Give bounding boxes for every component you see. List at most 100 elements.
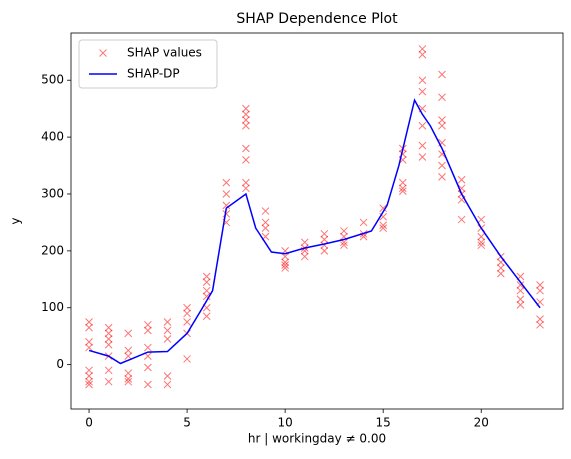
scatter-point [104, 366, 113, 375]
legend-label: SHAP values [127, 46, 202, 60]
scatter-point [516, 301, 525, 309]
scatter-point [222, 201, 231, 210]
scatter-point [144, 363, 152, 372]
scatter-point [496, 264, 505, 272]
scatter-point [496, 269, 505, 278]
scatter-point [222, 210, 231, 218]
scatter-point [85, 318, 93, 326]
scatter-point [418, 45, 427, 53]
scatter-point [418, 121, 427, 130]
scatter-point [536, 286, 544, 295]
scatter-point [438, 161, 446, 170]
scatter-point [379, 224, 388, 232]
scatter-point [261, 207, 270, 215]
scatter-point [477, 238, 486, 247]
scatter-point [222, 178, 231, 187]
scatter-point [281, 261, 289, 269]
scatter-point [124, 352, 133, 360]
scatter-point [85, 323, 93, 332]
scatter-point [438, 173, 446, 181]
scatter-point [418, 76, 427, 85]
scatter-point [242, 116, 250, 124]
scatter-point [183, 303, 191, 312]
scatter-point [261, 224, 270, 232]
scatter-point [477, 215, 486, 224]
scatter-point [379, 204, 388, 213]
scatter-point [516, 286, 525, 295]
y-tick-label: 200 [41, 243, 64, 257]
scatter-point [183, 355, 191, 363]
scatter-point [163, 318, 172, 326]
scatter-point [438, 150, 446, 159]
scatter-point [398, 187, 407, 195]
scatter-point [242, 110, 250, 119]
scatter-point [124, 374, 133, 383]
scatter-point [281, 264, 289, 272]
scatter-point [438, 121, 446, 130]
scatter-point [418, 141, 427, 150]
scatter-point [124, 377, 133, 386]
scatter-point [85, 372, 93, 380]
scatter-point [183, 309, 191, 318]
scatter-point [124, 369, 133, 378]
scatter-point [124, 329, 133, 338]
scatter-point [418, 153, 427, 161]
scatter-point [104, 323, 113, 332]
y-axis-label: y [9, 217, 23, 224]
scatter-point [163, 335, 172, 343]
scatter-point [457, 215, 466, 224]
scatter-point [300, 238, 309, 247]
scatter-point [516, 281, 525, 289]
scatter-point [144, 380, 152, 389]
scatter-point [261, 218, 270, 227]
scatter-point [438, 116, 446, 124]
scatter-point [85, 338, 93, 346]
scatter-point [242, 104, 250, 113]
scatter-point [438, 70, 446, 79]
scatter-point [359, 218, 368, 227]
scatter-point [85, 343, 93, 352]
scatter-point [398, 178, 407, 187]
scatter-point [104, 340, 113, 349]
scatter-point [242, 155, 250, 164]
scatter-point [183, 318, 191, 326]
scatter-point [242, 144, 250, 153]
scatter-point [163, 326, 172, 335]
y-tick-label: 500 [41, 73, 64, 87]
scatter-point [242, 184, 250, 193]
line [88, 98, 541, 365]
scatter-point [163, 380, 172, 389]
scatter-point [85, 377, 93, 386]
x-tick-label: 15 [376, 416, 391, 430]
scatter-point [477, 232, 486, 241]
x-tick-label: 0 [85, 416, 93, 430]
scatter-point [340, 227, 348, 235]
y-tick-label: 0 [56, 357, 64, 371]
scatter-point [398, 184, 407, 193]
scatter-point [281, 252, 289, 261]
plot-frame [70, 32, 564, 410]
scatter-point [477, 241, 486, 250]
scatter-point [202, 292, 211, 301]
scatter-point [438, 93, 446, 102]
scatter-point [340, 241, 348, 250]
x-tick-label: 20 [474, 416, 489, 430]
scatter-point [85, 366, 93, 375]
scatter-point [222, 190, 231, 198]
scatter-point [320, 229, 329, 238]
x-tick-label: 10 [277, 416, 292, 430]
scatter-point [536, 281, 544, 289]
scatter-point [85, 380, 93, 389]
scatter-point [516, 295, 525, 304]
y-tick-label: 400 [41, 130, 64, 144]
x-tick-label: 5 [183, 416, 191, 430]
scatter-point [124, 346, 133, 355]
scatter-point [202, 312, 211, 321]
x-axis-label: hr | workingday ≠ 0.00 [248, 432, 386, 446]
scatter-point [281, 258, 289, 267]
scatter-point [379, 221, 388, 230]
scatter-point [104, 335, 113, 343]
scatter-point [320, 247, 329, 255]
